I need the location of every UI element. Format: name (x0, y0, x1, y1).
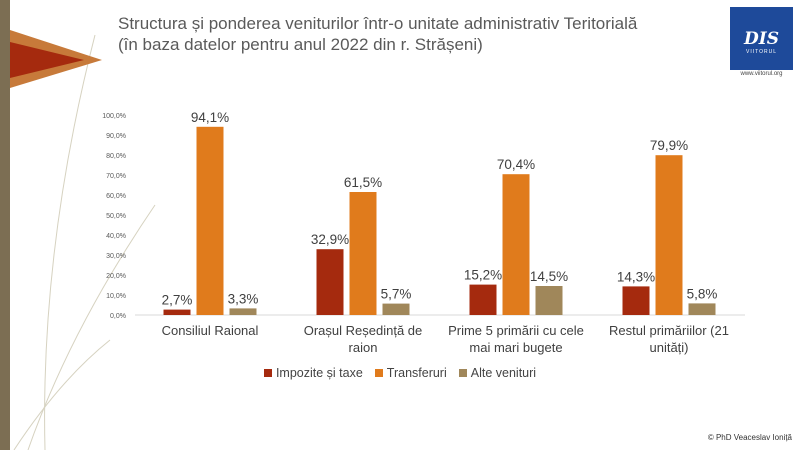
y-tick-label: 40,0% (106, 233, 126, 240)
category-label: Consiliul Raional (162, 323, 259, 338)
y-tick-label: 80,0% (106, 153, 126, 160)
y-tick-label: 60,0% (106, 193, 126, 200)
y-tick-label: 10,0% (106, 293, 126, 300)
y-tick-label: 20,0% (106, 273, 126, 280)
value-label: 94,1% (191, 110, 229, 125)
value-label: 15,2% (464, 268, 502, 283)
left-accent-band (0, 0, 10, 450)
bar-2-2 (349, 192, 377, 315)
y-tick-label: 50,0% (106, 213, 126, 220)
bar-2-4 (655, 155, 683, 315)
category-label: raion (349, 340, 378, 355)
bar-1-1 (163, 309, 191, 315)
logo-text: DIS (744, 29, 779, 49)
bar-3-1 (229, 308, 257, 315)
legend-swatch (458, 369, 467, 377)
y-tick-label: 100,0% (102, 113, 126, 120)
bar-1-2 (316, 249, 344, 315)
legend-label: Transferuri (386, 366, 447, 380)
legend-item: Impozite și taxe (263, 366, 363, 380)
y-tick-label: 70,0% (106, 173, 126, 180)
bar-3-4 (688, 303, 716, 315)
logo-url: www.viitorul.org (740, 71, 783, 77)
value-label: 3,3% (228, 291, 259, 306)
legend-item: Alte venituri (458, 366, 537, 380)
value-label: 32,9% (311, 232, 349, 247)
category-label: Prime 5 primării cu cele (448, 323, 584, 338)
bar-2-3 (502, 174, 530, 315)
value-label: 14,3% (617, 269, 655, 284)
bar-1-3 (469, 284, 497, 315)
category-label: unități) (649, 340, 688, 355)
bar-1-4 (622, 286, 650, 315)
legend-swatch (374, 369, 383, 377)
legend-item: Transferuri (374, 366, 447, 380)
category-label: Restul primăriilor (21 (609, 323, 729, 338)
footer-credit: © PhD Veaceslav Ioniță (707, 433, 792, 442)
legend-swatch (263, 369, 272, 377)
title-line-2: (în baza datelor pentru anul 2022 din r.… (118, 35, 483, 54)
bar-3-3 (535, 286, 563, 315)
page-title: Structura și ponderea veniturilor într-o… (118, 13, 688, 55)
category-label: mai mari bugete (469, 340, 562, 355)
value-labels: 2,7% 32,9% 15,2% 14,3% 94,1% 61,5% 70,4% 79,9% 3… (162, 110, 718, 308)
y-tick-label: 30,0% (106, 253, 126, 260)
value-label: 5,7% (381, 287, 412, 302)
value-label: 70,4% (497, 157, 535, 172)
bar-2-1 (196, 126, 224, 315)
y-tick-label: 90,0% (106, 133, 126, 140)
title-line-1: Structura și ponderea veniturilor într-o… (118, 14, 638, 33)
value-label: 2,7% (162, 293, 193, 308)
value-label: 79,9% (650, 138, 688, 153)
decorative-triangles (10, 30, 102, 88)
logo-subtext: VIITORUL (746, 49, 777, 55)
legend-label: Alte venituri (470, 366, 537, 380)
value-label: 14,5% (530, 269, 568, 284)
bars (163, 126, 716, 315)
value-label: 61,5% (344, 175, 382, 190)
y-tick-label: 0,0% (110, 313, 126, 320)
decorative-lines (13, 34, 156, 450)
legend-label: Impozite și taxe (275, 366, 363, 380)
category-label: Orașul Reședință de (304, 323, 423, 338)
bar-3-2 (382, 303, 410, 315)
legend: Impozite și taxe Transferuri Alte venituri (0, 366, 800, 380)
viitorul-logo: DIS VIITORUL www.viitorul.org (730, 7, 793, 79)
x-axis-labels: Consiliul Raional Orașul Reședință de raio… (162, 323, 729, 355)
value-label: 5,8% (687, 286, 718, 301)
logo-emblem: DIS VIITORUL (730, 7, 793, 70)
